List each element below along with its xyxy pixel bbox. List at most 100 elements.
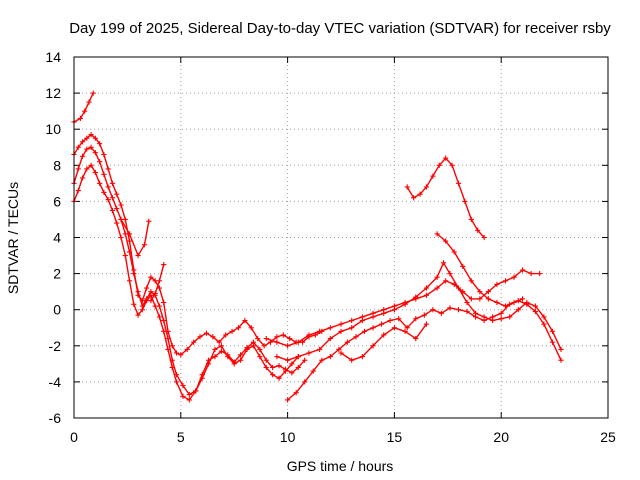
data-point [263,357,269,363]
data-point [86,99,92,105]
series-trace [73,92,94,123]
data-point [464,299,470,306]
data-point [161,299,167,306]
series-arc-9 [263,267,543,349]
data-point [139,307,145,313]
x-tick-label: 25 [600,429,616,445]
data-point [118,216,124,223]
data-point [413,316,419,322]
data-point [447,305,453,311]
data-point [528,271,534,277]
data-point [507,314,513,320]
data-point [359,314,365,320]
data-point [287,335,293,342]
data-point [248,325,254,331]
data-point [276,375,282,381]
data-point [105,184,111,190]
data-point [210,334,216,340]
data-point [148,298,154,304]
x-tick-label: 15 [387,429,403,445]
y-axis-label: SDTVAR / TECUs [5,182,21,294]
series-trace [150,263,165,302]
data-point [558,346,564,353]
data-point [423,321,430,327]
data-point [460,263,466,269]
data-point [255,335,261,342]
data-point [338,350,344,356]
data-point [97,141,103,147]
data-point [549,339,556,345]
data-point [231,361,237,367]
data-point [75,144,81,150]
data-point [146,218,152,224]
data-point [295,364,301,371]
data-point [327,325,333,331]
data-point [468,296,474,302]
data-point [263,364,269,371]
data-point [101,171,107,177]
series-trace [436,233,524,307]
data-point [148,292,154,298]
y-tick-label: 14 [45,49,61,65]
data-point [411,195,417,201]
data-point [436,162,442,168]
series-arc-5 [118,216,152,259]
series-trace [406,157,485,239]
data-point [494,299,500,306]
data-point [494,281,500,288]
data-point [238,352,244,358]
data-point [205,361,212,367]
data-point [295,354,301,360]
data-point [178,352,184,358]
data-point [359,354,365,360]
data-point [438,310,444,316]
x-tick-label: 0 [70,429,78,445]
axis-ticks: 0 5 10 15 20 25 -6 -4 -2 0 2 4 6 8 10 12 14 [45,49,616,445]
data-point [541,314,547,320]
data-point [152,290,158,297]
data-point [451,249,457,255]
data-point [349,357,355,363]
y-tick-label: -2 [49,338,62,354]
data-point [485,289,491,295]
data-point [455,307,462,313]
data-point [274,354,280,360]
data-point [285,397,291,403]
series-arc-6 [148,261,167,304]
data-point [173,379,180,385]
data-point [84,146,90,152]
data-point [541,321,547,327]
data-point [381,332,387,338]
data-point [464,308,470,315]
data-point [396,316,402,322]
data-point [293,390,299,396]
data-point [404,325,410,331]
data-point [421,312,427,318]
data-point [282,368,289,374]
data-point [443,155,449,161]
data-point [289,370,295,376]
data-point [180,382,186,389]
data-point [92,135,98,141]
data-point [250,343,257,349]
data-point [338,328,344,334]
data-point [141,242,148,248]
data-point [92,150,98,156]
data-point [475,227,481,233]
x-tick-label: 10 [280,429,296,445]
data-point [370,325,376,331]
data-point [440,260,447,266]
y-tick-label: 0 [53,302,61,318]
data-point [105,196,111,203]
data-point [413,296,419,302]
x-tick-label: 5 [177,429,185,445]
data-point [402,328,408,334]
data-point [161,328,167,334]
data-point [152,303,158,309]
data-point [404,184,410,190]
data-point [378,321,385,327]
data-point [131,271,137,277]
y-tick-label: 8 [53,157,61,173]
series-arc-2 [71,132,325,358]
data-point [306,350,312,356]
